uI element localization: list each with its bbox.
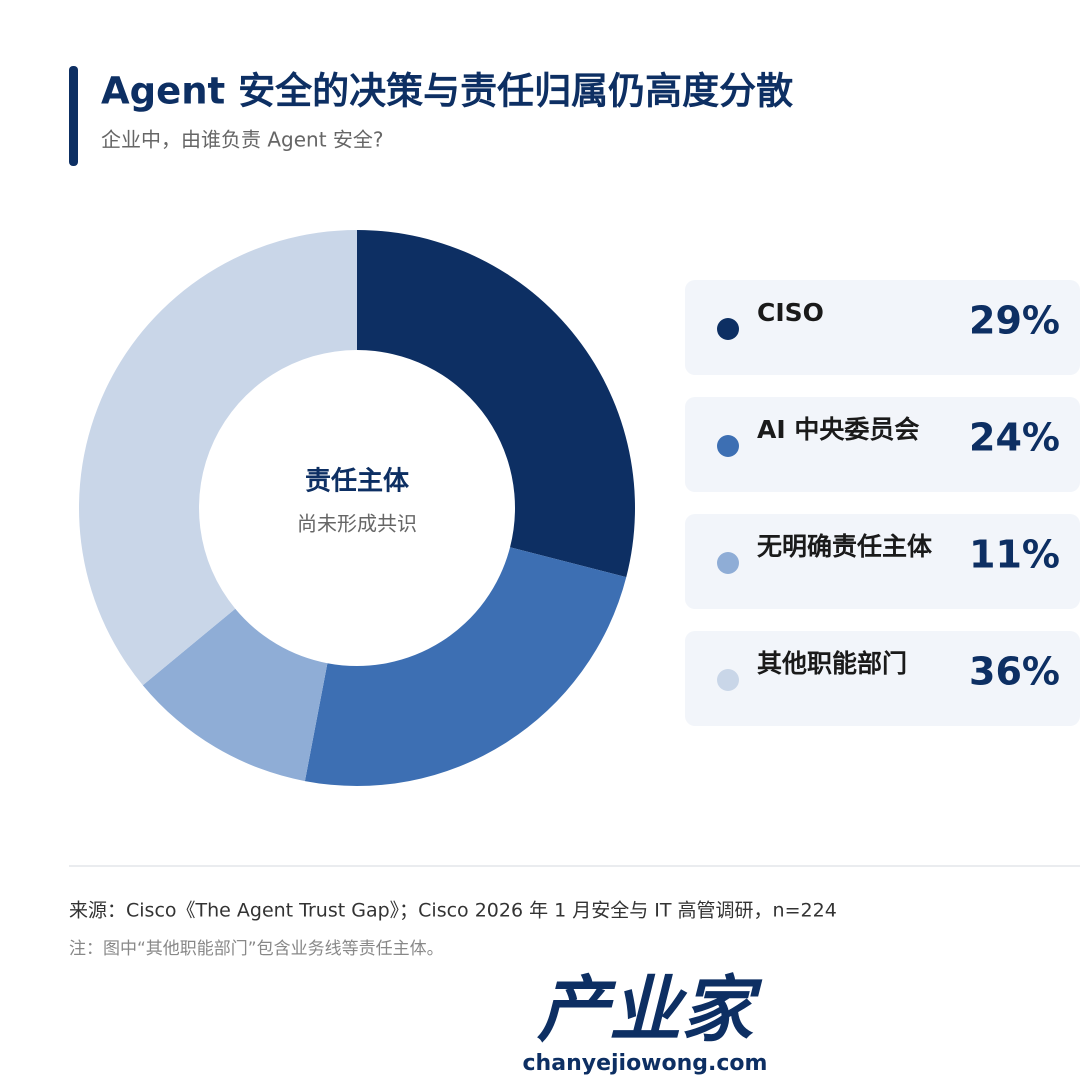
legend-label: 无明确责任主体 — [757, 532, 933, 561]
legend-label: 其他职能部门 — [757, 649, 907, 678]
value-label: 11% — [969, 533, 1060, 577]
legend-dot — [717, 318, 739, 340]
legend-dot — [717, 552, 739, 574]
value-label: 29% — [969, 299, 1060, 343]
center-subtitle: 尚未形成共识 — [297, 512, 417, 536]
legend-label: CISO — [757, 298, 824, 327]
legend-dot — [717, 669, 739, 691]
legend-card — [685, 514, 1080, 609]
legend-dot — [717, 435, 739, 457]
legend-card — [685, 631, 1080, 726]
donut-slice — [142, 608, 328, 782]
center-title: 责任主体 — [305, 467, 410, 497]
donut-slice — [78, 230, 357, 686]
note: 注：图中“其他职能部门”包含业务线等责任主体。 — [69, 939, 444, 959]
donut-slice — [357, 230, 635, 578]
value-label: 36% — [969, 650, 1060, 694]
legend-card — [685, 280, 1080, 375]
logo-url: chanyejiowong.com — [523, 1051, 768, 1076]
value-label: 24% — [969, 416, 1060, 460]
chart-title: Agent 安全的决策与责任归属仍高度分散 — [101, 70, 793, 113]
source: 来源：Cisco《The Agent Trust Gap》；Cisco 2026… — [69, 900, 837, 922]
chart-subtitle: 企业中，由谁负责 Agent 安全? — [101, 128, 384, 152]
legend-label: AI 中央委员会 — [757, 415, 919, 444]
legend-card — [685, 397, 1080, 492]
logo-name: 产业家 — [537, 968, 763, 1052]
donut-slice — [304, 547, 627, 786]
title-bar — [69, 66, 78, 166]
